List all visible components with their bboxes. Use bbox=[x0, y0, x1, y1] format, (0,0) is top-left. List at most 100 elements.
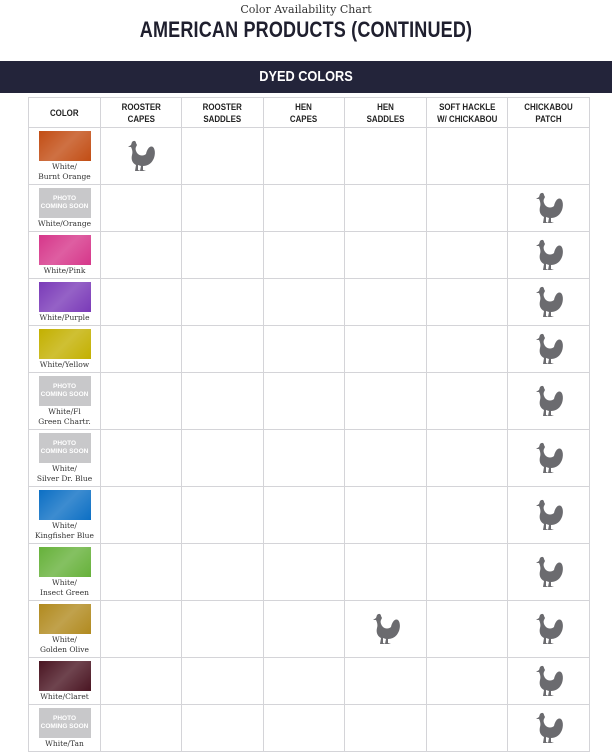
rooster-icon bbox=[535, 442, 563, 473]
column-header: SOFT HACKLE W/ CHICKABOU bbox=[426, 97, 508, 128]
color-cell: White/Claret bbox=[28, 657, 101, 705]
section-banner: DYED COLORS bbox=[0, 61, 612, 93]
empty-cell bbox=[344, 657, 427, 705]
empty-cell bbox=[181, 543, 264, 601]
color-cell: White/Insect Green bbox=[28, 543, 101, 601]
header-row: COLOR ROOSTER CAPES ROOSTER SADDLES HEN CAPES H… bbox=[28, 97, 590, 128]
empty-cell bbox=[181, 704, 264, 752]
rooster-icon bbox=[535, 499, 563, 530]
rooster-icon bbox=[535, 712, 563, 743]
table-row: White/Kingfisher Blue bbox=[28, 486, 590, 544]
empty-cell bbox=[263, 372, 345, 430]
color-cell: White/Purple bbox=[28, 278, 101, 326]
column-header-label: COLOR bbox=[50, 107, 79, 118]
color-label: White/Burnt Orange bbox=[38, 162, 91, 181]
empty-cell bbox=[426, 184, 508, 232]
available-cell bbox=[507, 429, 590, 487]
photo-coming-soon-placeholder: PHOTO COMING SOON bbox=[38, 376, 91, 406]
empty-cell bbox=[263, 543, 345, 601]
color-label: White/Yellow bbox=[39, 360, 90, 369]
table-row: White/Claret bbox=[28, 657, 590, 705]
color-label: White/Silver Dr. Blue bbox=[36, 464, 93, 483]
empty-cell bbox=[263, 704, 345, 752]
column-header-label: HEN CAPES bbox=[290, 101, 318, 124]
empty-cell bbox=[181, 231, 264, 279]
available-cell bbox=[507, 184, 590, 232]
color-cell: White/Yellow bbox=[28, 325, 101, 373]
table-row: White/Insect Green bbox=[28, 543, 590, 601]
availability-table: COLOR ROOSTER CAPES ROOSTER SADDLES HEN CAPES H… bbox=[28, 97, 590, 752]
color-label: White/Golden Olive bbox=[40, 635, 89, 654]
empty-cell bbox=[181, 372, 264, 430]
color-label: White/Purple bbox=[39, 313, 90, 322]
color-swatch bbox=[38, 235, 91, 265]
table-row: PHOTO COMING SOON White/Fl Green Chartr. bbox=[28, 372, 590, 430]
section-title: DYED COLORS bbox=[259, 68, 353, 85]
rooster-icon bbox=[128, 140, 155, 171]
available-cell bbox=[507, 278, 590, 326]
column-header: HEN CAPES bbox=[263, 97, 345, 128]
empty-cell bbox=[100, 543, 182, 601]
available-cell bbox=[507, 325, 590, 373]
empty-cell bbox=[426, 231, 508, 279]
column-header: COLOR bbox=[28, 97, 101, 128]
rooster-icon bbox=[535, 192, 563, 223]
empty-cell bbox=[344, 325, 427, 373]
empty-cell bbox=[344, 429, 427, 487]
color-swatch bbox=[38, 131, 91, 161]
empty-cell bbox=[426, 372, 508, 430]
color-swatch bbox=[38, 282, 91, 312]
empty-cell bbox=[181, 600, 264, 658]
column-header: ROOSTER SADDLES bbox=[181, 97, 264, 128]
color-label: White/Claret bbox=[40, 692, 89, 701]
empty-cell bbox=[426, 486, 508, 544]
rooster-icon bbox=[535, 613, 563, 644]
empty-cell bbox=[100, 704, 182, 752]
empty-cell bbox=[344, 278, 427, 326]
available-cell bbox=[100, 127, 182, 185]
empty-cell bbox=[100, 600, 182, 658]
available-cell bbox=[507, 231, 590, 279]
empty-cell bbox=[263, 657, 345, 705]
color-cell: White/Kingfisher Blue bbox=[28, 486, 101, 544]
chart-subtitle: Color Availability Chart bbox=[240, 3, 372, 16]
photo-coming-soon-placeholder: PHOTO COMING SOON bbox=[38, 188, 91, 218]
color-cell: PHOTO COMING SOON White/Orange bbox=[28, 184, 101, 232]
rooster-icon bbox=[535, 665, 563, 696]
empty-cell bbox=[426, 429, 508, 487]
color-cell: White/Pink bbox=[28, 231, 101, 279]
empty-cell bbox=[181, 184, 264, 232]
empty-cell bbox=[263, 325, 345, 373]
available-cell bbox=[507, 657, 590, 705]
empty-cell bbox=[100, 278, 182, 326]
photo-coming-soon-placeholder: PHOTO COMING SOON bbox=[38, 433, 91, 463]
color-label: White/Tan bbox=[45, 739, 84, 748]
empty-cell bbox=[181, 657, 264, 705]
table-row: White/Burnt Orange bbox=[28, 127, 590, 185]
table-row: White/Pink bbox=[28, 231, 590, 279]
rooster-icon bbox=[535, 385, 563, 416]
column-header: CHICKABOU PATCH bbox=[507, 97, 590, 128]
color-cell: PHOTO COMING SOON White/Silver Dr. Blue bbox=[28, 429, 101, 487]
empty-cell bbox=[263, 278, 345, 326]
empty-cell bbox=[344, 704, 427, 752]
table-row: White/Purple bbox=[28, 278, 590, 326]
available-cell bbox=[507, 543, 590, 601]
available-cell bbox=[507, 486, 590, 544]
page-title: AMERICAN PRODUCTS (CONTINUED) bbox=[139, 17, 473, 42]
empty-cell bbox=[344, 184, 427, 232]
empty-cell bbox=[100, 184, 182, 232]
color-cell: PHOTO COMING SOON White/Fl Green Chartr. bbox=[28, 372, 101, 430]
empty-cell bbox=[181, 325, 264, 373]
rooster-icon bbox=[535, 333, 563, 364]
color-swatch bbox=[38, 490, 91, 520]
color-swatch bbox=[38, 329, 91, 359]
empty-cell bbox=[426, 600, 508, 658]
color-swatch bbox=[38, 547, 91, 577]
empty-cell bbox=[181, 278, 264, 326]
empty-cell bbox=[100, 325, 182, 373]
empty-cell bbox=[344, 372, 427, 430]
empty-cell bbox=[100, 486, 182, 544]
table-row: PHOTO COMING SOON White/Orange bbox=[28, 184, 590, 232]
empty-cell bbox=[426, 127, 508, 185]
